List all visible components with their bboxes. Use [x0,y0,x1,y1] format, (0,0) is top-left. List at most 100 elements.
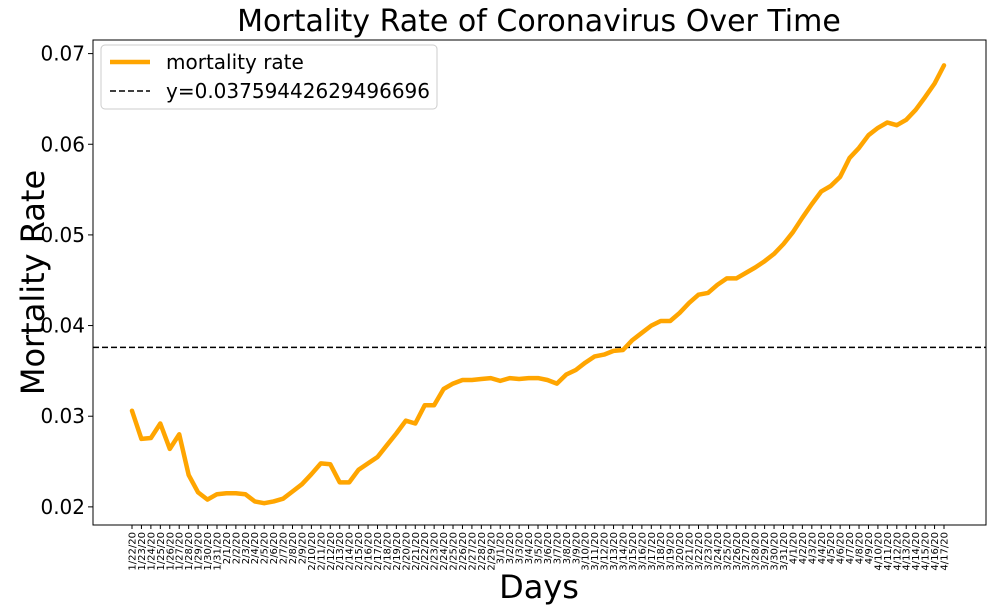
x-tick-label: 3/22/20 [694,532,705,571]
y-tick-label: 0.03 [40,404,85,428]
x-ticks: 1/22/201/23/201/24/201/25/201/26/201/27/… [128,525,951,571]
x-tick-label: 2/2/20 [231,532,242,564]
x-tick-label: 2/10/20 [307,532,318,571]
x-tick-label: 4/4/20 [817,532,828,564]
x-tick-label: 3/20/20 [675,532,686,571]
x-tick-label: 2/7/20 [279,532,290,564]
x-tick-label: 1/27/20 [175,532,186,571]
x-tick-label: 3/2/20 [505,532,516,564]
x-tick-label: 4/8/20 [855,532,866,564]
x-tick-label: 3/17/20 [647,532,658,571]
x-tick-label: 3/6/20 [543,532,554,564]
y-tick-label: 0.04 [40,314,85,338]
x-tick-label: 4/14/20 [911,532,922,571]
x-tick-label: 3/25/20 [722,532,733,571]
x-tick-label: 2/27/20 [467,532,478,571]
x-tick-label: 2/6/20 [269,532,280,564]
x-tick-label: 3/15/20 [628,532,639,571]
x-tick-label: 3/30/20 [770,532,781,571]
x-tick-label: 3/16/20 [637,532,648,571]
x-tick-label: 2/1/20 [222,532,233,564]
x-tick-label: 4/2/20 [798,532,809,564]
x-tick-label: 3/9/20 [571,532,582,564]
x-tick-label: 3/27/20 [741,532,752,571]
x-tick-label: 1/23/20 [137,532,148,571]
y-tick-label: 0.05 [40,223,85,247]
x-tick-label: 2/9/20 [297,532,308,564]
x-tick-label: 2/13/20 [335,532,346,571]
x-tick-label: 3/14/20 [618,532,629,571]
y-tick-label: 0.02 [40,495,85,519]
x-tick-label: 1/31/20 [212,532,223,571]
x-tick-label: 2/22/20 [420,532,431,571]
x-tick-label: 3/18/20 [656,532,667,571]
x-tick-label: 4/5/20 [826,532,837,564]
x-tick-label: 2/23/20 [430,532,441,571]
x-tick-label: 4/1/20 [788,532,799,564]
legend: mortality rate y=0.03759442629496696 [100,44,438,110]
x-tick-label: 4/7/20 [845,532,856,564]
x-tick-label: 4/6/20 [836,532,847,564]
x-tick-label: 2/24/20 [439,532,450,571]
x-tick-label: 1/25/20 [156,532,167,571]
x-tick-label: 1/24/20 [146,532,157,571]
x-tick-label: 3/19/20 [666,532,677,571]
x-tick-label: 4/16/20 [930,532,941,571]
x-tick-label: 2/11/20 [316,532,327,571]
x-tick-label: 3/11/20 [590,532,601,571]
y-tick-label: 0.07 [40,42,85,66]
plot-frame [92,39,987,526]
x-tick-label: 1/30/20 [203,532,214,571]
x-tick-label: 4/12/20 [892,532,903,571]
x-tick-label: 3/31/20 [779,532,790,571]
x-tick-label: 1/22/20 [128,532,139,571]
x-tick-label: 3/29/20 [760,532,771,571]
x-tick-label: 3/4/20 [524,532,535,564]
x-tick-label: 2/8/20 [288,532,299,564]
x-tick-label: 3/26/20 [732,532,743,571]
x-tick-label: 4/13/20 [902,532,913,571]
x-tick-label: 3/12/20 [600,532,611,571]
x-tick-label: 2/29/20 [486,532,497,571]
x-tick-label: 3/3/20 [515,532,526,564]
y-ticks: 0.02 0.03 0.04 0.05 0.06 0.07 [40,42,93,519]
x-tick-label: 3/1/20 [496,532,507,564]
y-tick-label: 0.06 [40,132,85,156]
y-axis-label: Mortality Rate [14,170,52,395]
x-tick-label: 2/16/20 [364,532,375,571]
x-tick-label: 2/12/20 [326,532,337,571]
x-tick-label: 2/20/20 [401,532,412,571]
x-tick-label: 2/26/20 [458,532,469,571]
x-tick-label: 2/3/20 [241,532,252,564]
x-tick-label: 2/25/20 [449,532,460,571]
x-tick-label: 2/28/20 [477,532,488,571]
x-tick-label: 2/5/20 [260,532,271,564]
x-tick-label: 3/13/20 [609,532,620,571]
x-tick-label: 4/11/20 [883,532,894,571]
legend-ref-label: y=0.03759442629496696 [166,79,430,103]
x-tick-label: 3/24/20 [713,532,724,571]
x-tick-label: 4/3/20 [807,532,818,564]
x-tick-label: 2/15/20 [354,532,365,571]
x-axis-label: Days [499,568,579,606]
chart-title: Mortality Rate of Coronavirus Over Time [237,4,841,39]
mortality-rate-line [129,63,947,506]
x-tick-label: 3/8/20 [562,532,573,564]
x-tick-label: 2/14/20 [345,532,356,571]
y-axis-label-group: Mortality Rate [14,170,52,395]
x-tick-label: 4/15/20 [921,532,932,571]
x-tick-label: 1/26/20 [165,532,176,571]
x-tick-label: 4/10/20 [873,532,884,571]
x-tick-label: 2/19/20 [392,532,403,571]
x-tick-label: 3/21/20 [685,532,696,571]
x-tick-label: 2/4/20 [250,532,261,564]
x-tick-label: 4/9/20 [864,532,875,564]
x-tick-label: 3/28/20 [751,532,762,571]
x-tick-label: 2/21/20 [411,532,422,571]
x-tick-label: 2/18/20 [382,532,393,571]
x-tick-label: 1/29/20 [194,532,205,571]
x-tick-label: 3/7/20 [552,532,563,564]
x-tick-label: 2/17/20 [373,532,384,571]
x-tick-label: 3/10/20 [581,532,592,571]
